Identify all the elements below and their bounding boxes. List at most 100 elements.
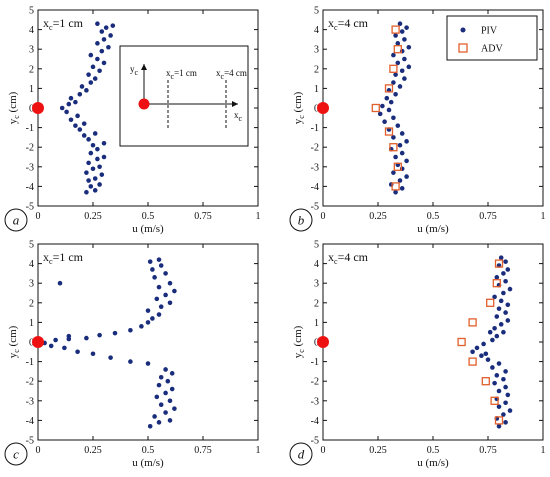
piv-point xyxy=(395,123,401,128)
inset-x-label: xc xyxy=(234,110,243,123)
piv-point xyxy=(490,365,495,370)
position-annotation: xc=1 cm xyxy=(43,250,84,266)
x-axis-label: u (m/s) xyxy=(417,223,449,235)
piv-point xyxy=(163,390,168,396)
piv-point xyxy=(404,139,409,144)
piv-point xyxy=(498,298,504,304)
piv-point xyxy=(139,324,144,329)
piv-point xyxy=(505,318,511,323)
adv-point xyxy=(371,103,380,113)
y-tick-label: -1 xyxy=(26,123,34,134)
panel-letter: b xyxy=(298,213,305,228)
piv-point xyxy=(481,341,486,347)
position-annotation-part: c xyxy=(334,23,338,32)
y-tick-label: 1 xyxy=(29,84,34,95)
y-tick-label: -1 xyxy=(311,123,319,134)
x-tick-label: 0.5 xyxy=(427,211,440,222)
piv-point xyxy=(154,394,160,400)
piv-point xyxy=(147,259,153,264)
y-tick-label: 5 xyxy=(314,6,319,17)
adv-point xyxy=(389,143,398,152)
piv-point xyxy=(384,95,390,101)
piv-point xyxy=(48,343,54,349)
piv-point xyxy=(101,37,107,42)
piv-point xyxy=(75,349,80,355)
piv-point xyxy=(95,146,100,152)
y-axis-label-part: c xyxy=(12,349,21,353)
y-tick-label: -1 xyxy=(311,357,319,368)
piv-point xyxy=(404,174,409,179)
adv-point xyxy=(391,182,400,191)
y-tick-label: -3 xyxy=(311,162,319,173)
piv-point xyxy=(90,142,96,148)
y-tick-label: 2 xyxy=(314,298,319,309)
origin-marker xyxy=(317,102,329,114)
piv-point xyxy=(92,176,98,181)
inset-frame xyxy=(119,45,249,147)
piv-point xyxy=(79,84,85,89)
piv-point xyxy=(165,378,171,384)
panel-letter: d xyxy=(298,447,305,462)
position-annotation-part: =4 cm xyxy=(338,16,369,30)
piv-point xyxy=(84,170,89,175)
panel-letter-circle xyxy=(289,442,313,466)
inset-label-1cm: xc=1 cm xyxy=(166,68,197,81)
piv-point xyxy=(399,29,405,34)
origin-marker xyxy=(32,102,44,114)
y-tick-label: -4 xyxy=(311,182,319,193)
x-tick-label: 0.25 xyxy=(84,211,102,222)
piv-point xyxy=(496,388,502,394)
piv-point xyxy=(492,294,497,300)
piv-point xyxy=(97,332,102,338)
piv-point xyxy=(397,178,403,183)
piv-point xyxy=(404,25,409,30)
piv-point xyxy=(382,119,387,125)
piv-point xyxy=(393,91,398,97)
piv-point xyxy=(156,420,162,425)
panel-letter: c xyxy=(13,447,19,462)
piv-point xyxy=(154,296,160,302)
piv-point xyxy=(393,189,398,195)
y-axis-label-part: (cm) xyxy=(292,325,304,349)
piv-point xyxy=(402,37,407,42)
adv-point xyxy=(393,162,402,171)
piv-point xyxy=(406,64,412,70)
piv-point xyxy=(62,345,67,351)
y-tick-label: 4 xyxy=(29,25,34,36)
x-tick-label: 1 xyxy=(256,211,261,222)
panel-letter: a xyxy=(13,213,20,228)
x-tick-label: 0.75 xyxy=(479,445,497,456)
piv-point xyxy=(90,166,96,172)
x-axis-label: u (m/s) xyxy=(132,223,164,235)
piv-point xyxy=(156,257,162,262)
piv-point xyxy=(169,371,175,376)
piv-point xyxy=(498,322,504,327)
piv-point xyxy=(393,33,398,38)
x-tick-label: 1 xyxy=(256,445,261,456)
position-annotation-part: =1 cm xyxy=(53,16,84,30)
piv-point xyxy=(399,186,405,191)
panel-letter-circle xyxy=(4,442,28,466)
piv-point xyxy=(95,41,100,46)
y-axis-label: yc (cm) xyxy=(7,91,21,124)
inset-label-1cm-part: x xyxy=(166,68,171,78)
piv-point xyxy=(397,84,403,89)
piv-point xyxy=(163,367,168,372)
piv-point xyxy=(496,361,502,366)
panel-letter-circle xyxy=(4,208,28,232)
y-axis-label-part: y xyxy=(7,352,19,358)
piv-point xyxy=(386,107,392,113)
x-axis-label: u (m/s) xyxy=(132,457,164,469)
piv-point xyxy=(485,357,491,362)
piv-point xyxy=(92,131,98,136)
y-tick-label: -2 xyxy=(311,377,319,388)
piv-point xyxy=(501,290,506,296)
piv-point xyxy=(404,158,409,164)
piv-point xyxy=(169,386,175,392)
y-axis-label-part: (cm) xyxy=(292,91,304,115)
y-tick-label: 4 xyxy=(29,259,34,270)
piv-point xyxy=(99,172,105,177)
x-tick-label: 0.5 xyxy=(142,211,155,222)
piv-point xyxy=(501,376,506,382)
piv-point xyxy=(150,316,155,321)
